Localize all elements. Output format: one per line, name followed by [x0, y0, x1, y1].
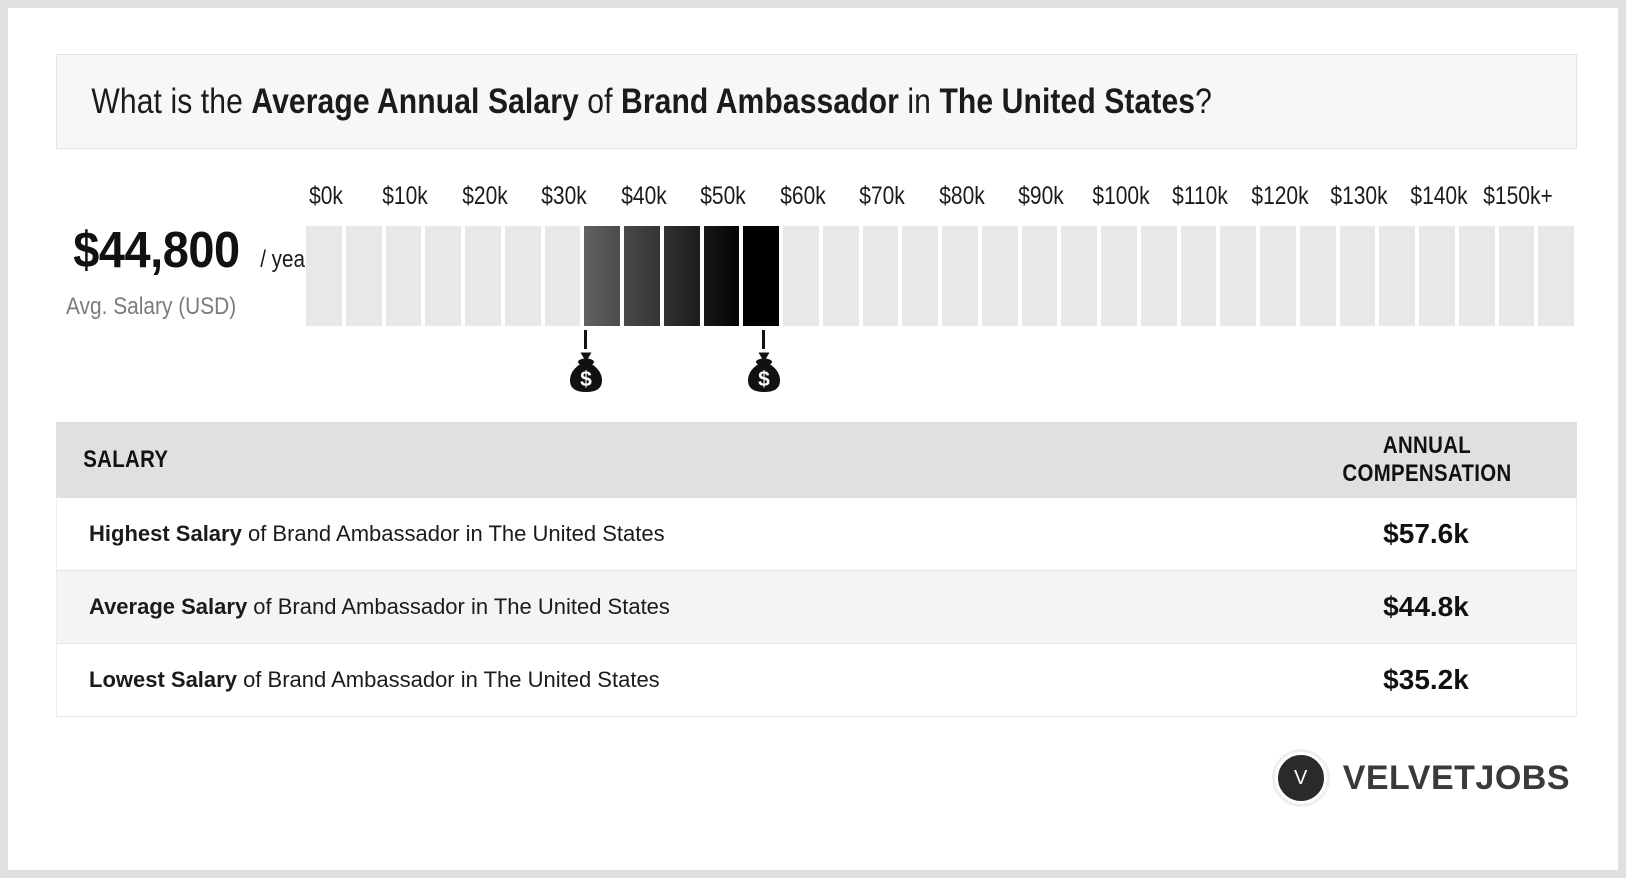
axis-tick-label: $140k — [1410, 182, 1468, 210]
salary-bar-segment — [783, 226, 819, 326]
salary-table: SALARY ANNUAL COMPENSATION Highest Salar… — [56, 422, 1577, 717]
axis-tick-label: $120k — [1251, 182, 1309, 210]
axis-tick-label: $150k+ — [1483, 182, 1554, 210]
title-prefix: What is the — [91, 81, 252, 121]
salary-bar-segment — [1220, 226, 1256, 326]
title-bold-average-annual-salary: Average Annual Salary — [251, 81, 579, 121]
velvetjobs-logo[interactable]: V VELVETJOBS — [1274, 752, 1570, 804]
axis-tick-label: $20k — [462, 182, 508, 210]
salary-bar-segment — [703, 226, 740, 326]
row-value: $44.8k — [1383, 591, 1469, 622]
svg-text:$: $ — [580, 368, 592, 391]
header-annual-compensation: ANNUAL COMPENSATION — [1342, 432, 1512, 487]
row-label: Lowest Salary of Brand Ambassador in The… — [57, 667, 1276, 693]
salary-axis: $0k $10k $20k $30k $40k $50k $60k $70k $80k $90k $… — [306, 182, 1578, 216]
salary-bar-segment — [1140, 226, 1177, 326]
axis-tick-label: $0k — [308, 182, 343, 210]
infographic-card: What is the Average Annual Salary of Bra… — [8, 8, 1618, 870]
salary-bar-segment — [345, 226, 382, 326]
salary-bar-segment — [584, 226, 620, 326]
title-banner: What is the Average Annual Salary of Bra… — [56, 54, 1577, 149]
salary-bar-segment — [1339, 226, 1376, 326]
salary-bar-segment — [544, 226, 581, 326]
average-salary-row: $44,800 / year — [66, 220, 311, 279]
table-row: Highest Salary of Brand Ambassador in Th… — [56, 498, 1577, 571]
money-bag-icon: $ — [564, 350, 608, 394]
velvetjobs-logo-text: VELVETJOBS — [1342, 758, 1570, 797]
table-header-row: SALARY ANNUAL COMPENSATION — [56, 422, 1577, 498]
salary-bar-segment — [1021, 226, 1058, 326]
salary-bar-segment — [1101, 226, 1137, 326]
row-label-rest: of Brand Ambassador in The United States — [241, 521, 665, 546]
title-mid-2: in — [898, 81, 940, 121]
row-label-bold: Lowest Salary — [89, 667, 237, 692]
axis-tick-label: $90k — [1018, 182, 1065, 210]
salary-bar-segment — [822, 226, 859, 326]
average-salary-summary: $44,800 / year Avg. Salary (USD) — [66, 220, 312, 321]
velvetjobs-logo-icon: V — [1274, 752, 1327, 804]
row-value: $35.2k — [1383, 664, 1469, 695]
axis-tick-label: $70k — [859, 182, 906, 210]
salary-range-bar — [306, 226, 1578, 326]
money-bag-icon: $ — [742, 350, 786, 394]
svg-text:$: $ — [758, 368, 770, 391]
salary-bar-segment — [1379, 226, 1415, 326]
row-label: Average Salary of Brand Ambassador in Th… — [57, 594, 1276, 620]
row-label: Highest Salary of Brand Ambassador in Th… — [57, 521, 1276, 547]
salary-bar-segment — [663, 226, 700, 326]
title-suffix: ? — [1195, 81, 1212, 121]
salary-bar-segment — [1061, 226, 1097, 326]
salary-bar-segment — [981, 226, 1018, 326]
marker-stem — [584, 330, 588, 349]
salary-bar-segment — [743, 226, 779, 326]
salary-bar-segment — [425, 226, 461, 326]
table-row: Average Salary of Brand Ambassador in Th… — [56, 571, 1577, 644]
salary-bar-segment — [385, 226, 422, 326]
header-salary: SALARY — [83, 446, 169, 473]
axis-tick-label: $110k — [1172, 182, 1229, 210]
title-bold-job: Brand Ambassador — [621, 81, 899, 121]
axis-tick-label: $130k — [1330, 182, 1388, 210]
infographic-inner: What is the Average Annual Salary of Bra… — [48, 42, 1578, 832]
average-salary-amount: $44,800 — [73, 221, 240, 278]
row-label-bold: Highest Salary — [89, 521, 242, 546]
salary-bar-segment — [1458, 226, 1495, 326]
table-row: Lowest Salary of Brand Ambassador in The… — [56, 644, 1577, 717]
salary-bar-segment — [1299, 226, 1336, 326]
axis-tick-label: $50k — [700, 182, 747, 210]
salary-bar-segment — [1538, 226, 1574, 326]
salary-bar-segment — [1180, 226, 1217, 326]
page-title: What is the Average Annual Salary of Bra… — [57, 82, 1212, 122]
average-salary-caption: Avg. Salary (USD) — [66, 293, 237, 320]
salary-bar-segment — [862, 226, 899, 326]
salary-bar-segment — [1260, 226, 1296, 326]
salary-bar-segment — [1419, 226, 1455, 326]
title-mid-1: of — [578, 81, 622, 121]
axis-tick-label: $10k — [382, 182, 429, 210]
salary-bar-segment — [942, 226, 978, 326]
row-value: $57.6k — [1383, 518, 1469, 549]
salary-bar-segment — [306, 226, 342, 326]
row-label-rest: of Brand Ambassador in The United States — [236, 667, 660, 692]
axis-tick-label: $60k — [780, 182, 826, 210]
salary-bar-segment — [624, 226, 660, 326]
salary-bar-segment — [902, 226, 938, 326]
row-label-rest: of Brand Ambassador in The United States — [247, 594, 670, 619]
salary-bar-segment — [504, 226, 541, 326]
axis-tick-label: $80k — [939, 182, 985, 210]
average-salary-unit: / year — [260, 246, 312, 273]
row-label-bold: Average Salary — [89, 594, 248, 619]
salary-bar-segment — [1498, 226, 1535, 326]
axis-tick-label: $40k — [621, 182, 667, 210]
marker-stem — [762, 330, 766, 349]
salary-bar-segment — [465, 226, 501, 326]
title-bold-location: The United States — [939, 81, 1196, 121]
axis-tick-label: $100k — [1092, 182, 1150, 210]
table-body: Highest Salary of Brand Ambassador in Th… — [56, 498, 1577, 717]
axis-tick-label: $30k — [541, 182, 588, 210]
